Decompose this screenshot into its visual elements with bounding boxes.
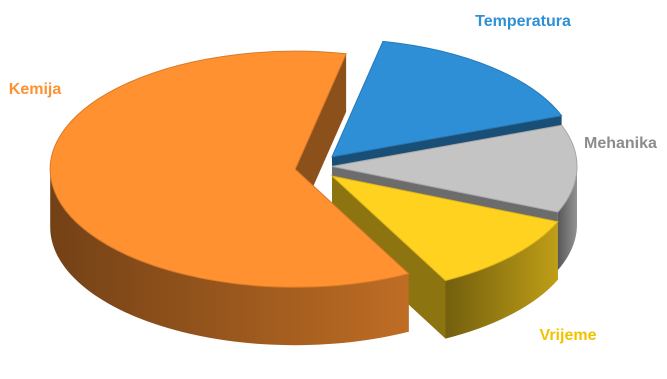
pie-slice-vrijeme-top xyxy=(330,175,559,282)
pie-slice-vrijeme xyxy=(330,175,559,339)
pie-slice-kemija-wall xyxy=(50,169,409,346)
pie-slice-temperatura-top xyxy=(331,40,563,158)
slice-label-vrijeme: Vrijeme xyxy=(540,327,597,344)
slice-label-temperatura: Temperatura xyxy=(475,13,571,30)
pie-slice-mehanika-wall xyxy=(557,166,577,271)
pie-slice-mehanika-top xyxy=(331,124,578,213)
slice-label-kemija: Kemija xyxy=(9,81,62,98)
pie-slice-kemija-top xyxy=(49,50,410,288)
pie-slice-vrijeme-wall xyxy=(445,221,558,339)
pie-slice-kemija xyxy=(49,50,410,346)
slice-label-mehanika: Mehanika xyxy=(584,135,657,152)
